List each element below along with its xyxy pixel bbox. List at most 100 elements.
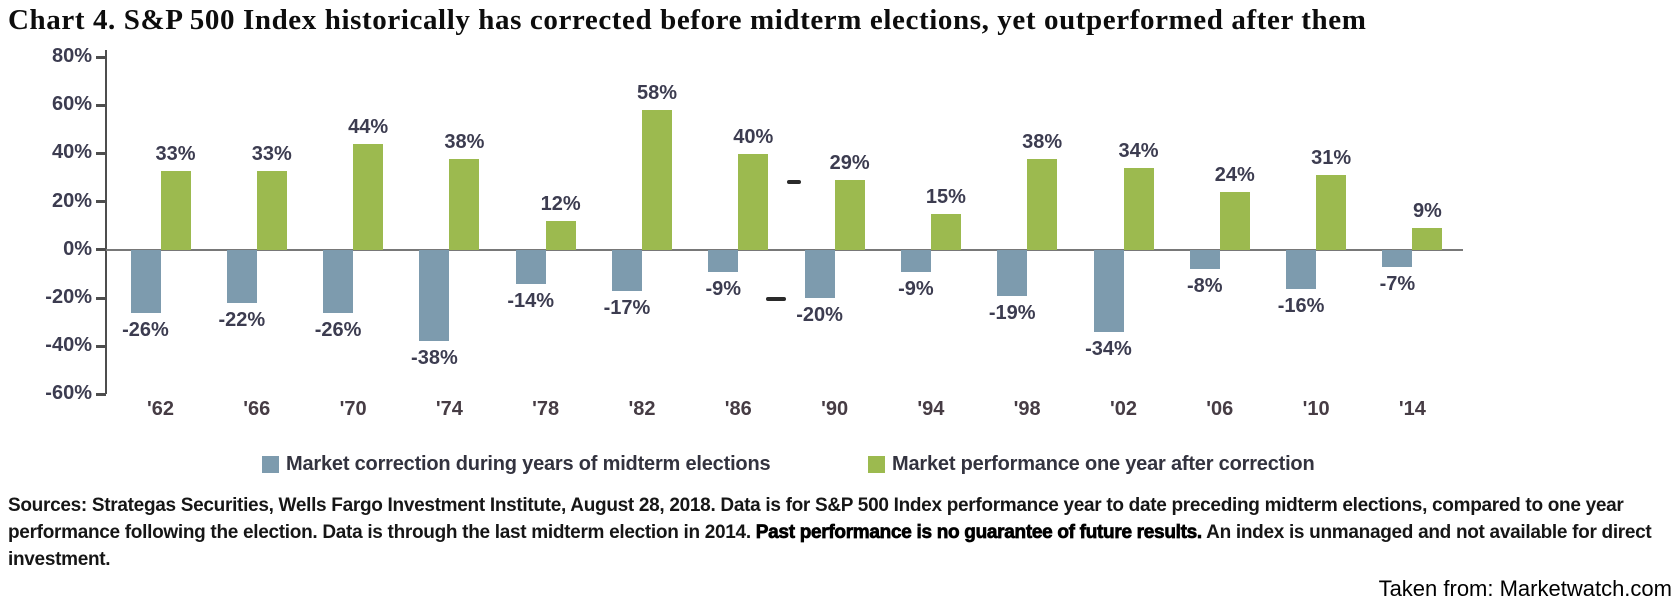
x-axis-label: '06 bbox=[1206, 398, 1234, 420]
correction-value-label: -22% bbox=[218, 308, 266, 331]
x-axis-label: '02 bbox=[1109, 398, 1137, 420]
source-note: Sources: Strategas Securities, Wells Far… bbox=[8, 492, 1676, 573]
correction-value-label: -34% bbox=[1085, 337, 1132, 360]
y-axis-tick bbox=[96, 200, 106, 204]
stray-dash-mark bbox=[787, 180, 801, 184]
correction-value-label: -8% bbox=[1187, 275, 1223, 298]
performance-value-label: 44% bbox=[348, 116, 389, 139]
correction-bar bbox=[1189, 250, 1220, 270]
performance-value-label: 38% bbox=[1022, 130, 1063, 153]
performance-value-label: 9% bbox=[1412, 200, 1442, 223]
attribution-text: Taken from: Marketwatch.com bbox=[1378, 576, 1672, 601]
correction-value-label: -26% bbox=[314, 318, 362, 341]
correction-value-label: -26% bbox=[122, 318, 169, 341]
y-axis-tick bbox=[96, 344, 106, 348]
x-axis-label: '94 bbox=[917, 398, 945, 420]
correction-bar bbox=[323, 250, 354, 313]
y-axis-line bbox=[105, 50, 107, 394]
correction-value-label: -14% bbox=[507, 289, 555, 312]
x-axis-label: '10 bbox=[1302, 398, 1330, 420]
performance-value-label: 15% bbox=[925, 185, 966, 208]
performance-bar bbox=[449, 158, 480, 250]
source-note-disclaimer: Past performance is no guarantee of futu… bbox=[755, 522, 1202, 544]
source-note-line2-post: An index is unmanaged and not available … bbox=[1201, 522, 1652, 543]
legend-item-correction: Market correction during years of midter… bbox=[262, 453, 771, 476]
correction-bar bbox=[130, 250, 161, 313]
performance-bar bbox=[834, 180, 865, 250]
x-axis-label: '70 bbox=[339, 398, 367, 420]
correction-bar bbox=[419, 250, 450, 342]
correction-bar bbox=[997, 250, 1028, 296]
performance-bar bbox=[1316, 175, 1347, 250]
performance-bar bbox=[545, 221, 576, 250]
performance-bar bbox=[642, 110, 672, 250]
correction-bar bbox=[900, 250, 931, 272]
correction-bar bbox=[226, 250, 257, 303]
y-axis-label: 40% bbox=[51, 141, 92, 164]
chart-title: Chart 4. S&P 500 Index historically has … bbox=[8, 4, 1367, 36]
correction-value-label: -16% bbox=[1277, 294, 1325, 317]
y-axis-tick bbox=[96, 103, 106, 107]
correction-bar bbox=[1286, 250, 1317, 289]
correction-value-label: -20% bbox=[796, 304, 843, 327]
performance-value-label: 38% bbox=[444, 130, 485, 153]
zero-baseline bbox=[105, 249, 1463, 251]
correction-bar bbox=[612, 250, 642, 291]
performance-bar bbox=[1219, 192, 1250, 250]
performance-value-label: 33% bbox=[251, 142, 292, 165]
performance-value-label: 24% bbox=[1214, 164, 1255, 187]
y-axis-tick bbox=[96, 392, 106, 396]
x-axis-label: '14 bbox=[1398, 398, 1426, 420]
correction-value-label: -9% bbox=[898, 277, 934, 300]
x-axis-label: '66 bbox=[243, 398, 271, 420]
y-axis-tick bbox=[96, 151, 106, 155]
y-axis-tick bbox=[96, 248, 106, 252]
performance-bar bbox=[1027, 158, 1058, 250]
performance-value-label: 12% bbox=[540, 193, 581, 216]
correction-value-label: -7% bbox=[1379, 272, 1416, 295]
performance-value-label: 58% bbox=[636, 82, 678, 105]
legend-swatch-correction-icon bbox=[262, 456, 279, 473]
x-axis-label: '74 bbox=[435, 398, 463, 420]
performance-bar bbox=[160, 170, 191, 250]
performance-value-label: 29% bbox=[829, 152, 870, 175]
x-axis-label: '62 bbox=[146, 398, 174, 420]
y-axis-tick bbox=[96, 55, 106, 59]
correction-bar bbox=[1382, 250, 1413, 267]
source-note-line2-pre: performance following the election. Data… bbox=[8, 522, 756, 543]
source-note-line1: Sources: Strategas Securities, Wells Far… bbox=[8, 495, 1624, 516]
x-axis-label: '78 bbox=[532, 398, 560, 420]
x-axis-label: '90 bbox=[821, 398, 849, 420]
stray-dash-mark bbox=[766, 297, 786, 301]
y-axis-label: 60% bbox=[51, 93, 92, 116]
legend-item-performance: Market performance one year after correc… bbox=[868, 453, 1315, 476]
correction-bar bbox=[515, 250, 546, 284]
y-axis-label: 20% bbox=[51, 189, 92, 212]
legend-label-correction: Market correction during years of midter… bbox=[286, 453, 771, 475]
y-axis-label: -60% bbox=[45, 382, 92, 405]
x-axis-label: '82 bbox=[628, 398, 656, 420]
source-note-line2: performance following the election. Data… bbox=[8, 519, 1676, 546]
y-axis-label: 80% bbox=[51, 45, 92, 67]
performance-bar bbox=[256, 170, 287, 250]
legend: Market correction during years of midter… bbox=[0, 453, 1680, 479]
y-axis-tick bbox=[96, 296, 106, 300]
x-axis-label: '98 bbox=[1013, 398, 1041, 420]
x-axis-label: '86 bbox=[724, 398, 752, 420]
y-axis-label: 0% bbox=[63, 237, 92, 260]
performance-bar bbox=[1412, 228, 1443, 250]
correction-bar bbox=[708, 250, 739, 272]
correction-bar bbox=[1093, 250, 1124, 332]
performance-value-label: 40% bbox=[733, 125, 774, 148]
performance-value-label: 31% bbox=[1311, 147, 1352, 170]
legend-label-performance: Market performance one year after correc… bbox=[892, 453, 1315, 475]
correction-bar bbox=[804, 250, 835, 299]
y-axis-label: -20% bbox=[45, 286, 92, 308]
performance-bar bbox=[1123, 168, 1154, 250]
performance-value-label: 34% bbox=[1118, 140, 1159, 163]
correction-value-label: -38% bbox=[411, 347, 458, 370]
correction-value-label: -17% bbox=[603, 296, 651, 319]
performance-bar bbox=[353, 144, 384, 250]
performance-bar bbox=[738, 153, 769, 250]
legend-swatch-performance-icon bbox=[868, 456, 885, 473]
